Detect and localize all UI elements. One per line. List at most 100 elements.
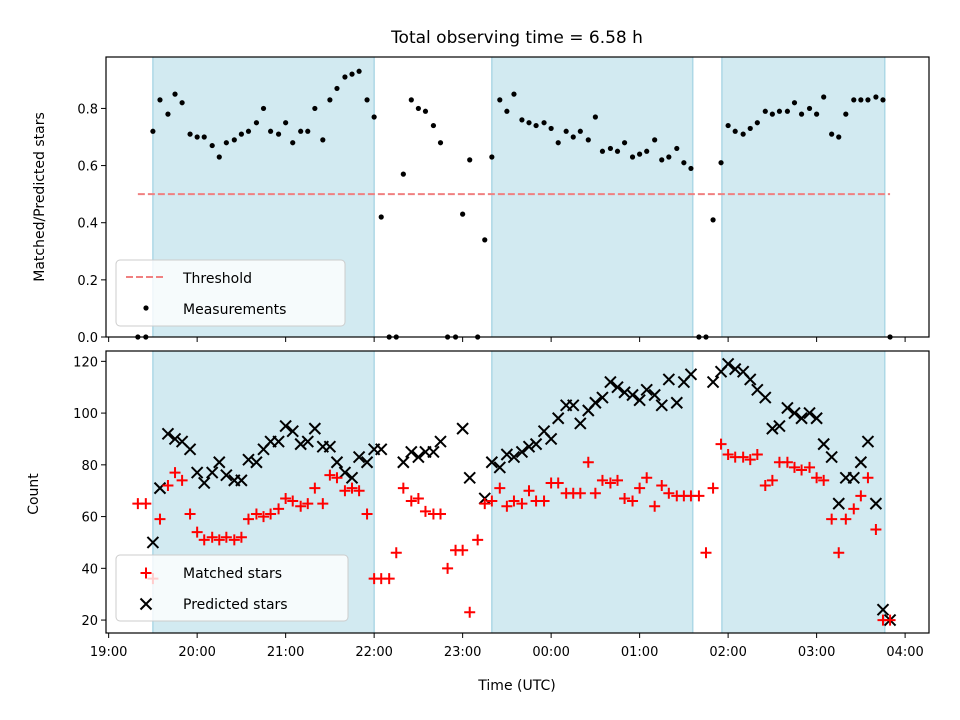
- measurement-point: [681, 160, 687, 166]
- predicted-star-marker: [825, 450, 838, 464]
- measurement-point: [533, 122, 539, 129]
- measurement-point: [652, 137, 658, 143]
- matched-star-marker: [700, 547, 712, 559]
- matched-star-marker: [220, 531, 232, 543]
- predicted-star-marker: [434, 435, 447, 448]
- predicted-star-marker: [552, 412, 565, 425]
- measurement-point: [865, 97, 871, 103]
- matched-star-marker: [715, 438, 727, 450]
- x-tick-label: 23:00: [444, 645, 481, 660]
- matched-star-marker: [508, 495, 520, 507]
- measurement-point: [260, 105, 267, 112]
- predicted-star-marker: [574, 417, 587, 430]
- matched-star-marker: [826, 513, 838, 525]
- legend-threshold-label: Threshold: [182, 271, 252, 287]
- matched-star-marker: [523, 485, 535, 497]
- predicted-star-marker: [323, 440, 337, 453]
- matched-star-marker: [656, 480, 668, 492]
- measurement-point: [245, 128, 252, 134]
- measurement-point: [732, 128, 738, 134]
- measurement-point: [725, 122, 731, 129]
- matched-star-marker: [722, 448, 734, 460]
- top-y-tick-label: 0.8: [77, 102, 98, 117]
- measurement-point: [201, 134, 207, 140]
- measurement-point: [504, 108, 510, 114]
- predicted-star-marker: [286, 424, 299, 438]
- measurement-point: [437, 140, 444, 146]
- predicted-star-marker: [242, 453, 255, 466]
- measurement-point: [555, 140, 561, 146]
- predicted-star-marker: [352, 450, 366, 464]
- predicted-star-marker: [766, 422, 779, 435]
- measurement-point: [563, 128, 569, 134]
- predicted-star-marker: [463, 471, 476, 484]
- predicted-star-marker: [345, 471, 359, 484]
- top-y-axis-label: Matched/Predicted stars: [32, 112, 48, 282]
- measurement-point: [614, 148, 621, 154]
- predicted-star-marker: [604, 375, 617, 389]
- matched-star-marker: [589, 487, 601, 499]
- measurement-point: [460, 211, 466, 217]
- measurement-point: [798, 111, 805, 117]
- matched-star-marker: [788, 461, 800, 473]
- x-tick-label: 01:00: [621, 645, 658, 660]
- measurement-point: [187, 131, 193, 137]
- top-shaded-band: [721, 57, 885, 337]
- matched-star-marker: [818, 474, 830, 486]
- predicted-star-marker: [596, 391, 609, 404]
- measurement-point: [762, 108, 768, 114]
- predicted-star-marker: [183, 443, 197, 456]
- predicted-star-marker: [626, 388, 639, 402]
- matched-star-marker: [804, 461, 816, 473]
- matched-star-marker: [169, 467, 181, 479]
- predicted-star-marker: [522, 440, 536, 453]
- predicted-star-marker: [773, 419, 786, 433]
- measurement-point: [511, 91, 517, 97]
- legend-box: [115, 259, 346, 327]
- bottom-shaded-band: [491, 351, 693, 633]
- predicted-star-marker: [529, 437, 543, 451]
- predicted-star-marker: [618, 386, 631, 399]
- matched-star-marker: [781, 456, 793, 468]
- measurement-point: [320, 137, 326, 143]
- predicted-star-marker: [507, 450, 521, 464]
- bottom-y-tick-label: 120: [73, 355, 98, 370]
- matched-star-marker: [140, 498, 152, 510]
- measurement-point: [776, 108, 783, 114]
- predicted-star-marker: [869, 497, 883, 510]
- top-shaded-band: [491, 57, 693, 337]
- matched-star-marker: [855, 490, 867, 502]
- measurement-point: [688, 165, 694, 172]
- measurement-point: [334, 85, 340, 92]
- matched-star-marker: [649, 500, 661, 512]
- legend-predicted-swatch: [139, 597, 153, 611]
- predicted-star-marker: [161, 427, 175, 440]
- matched-star-marker: [287, 495, 299, 507]
- measurement-point: [497, 97, 503, 103]
- predicted-star-marker: [294, 437, 307, 451]
- measurement-point: [356, 68, 362, 74]
- predicted-star-marker: [684, 368, 698, 381]
- measurement-point: [268, 128, 274, 134]
- predicted-star-marker: [611, 381, 624, 394]
- measurement-point: [223, 140, 229, 146]
- matched-star-marker: [242, 513, 254, 525]
- chart-title: Total observing time = 6.58 h: [390, 28, 643, 48]
- matched-star-marker: [751, 448, 763, 460]
- matched-star-marker: [759, 480, 771, 492]
- matched-star-marker: [582, 456, 594, 468]
- predicted-star-marker: [876, 603, 890, 616]
- predicted-star-marker: [405, 445, 418, 459]
- x-tick-label: 02:00: [709, 645, 746, 660]
- matched-star-marker: [833, 547, 845, 559]
- measurement-point: [607, 145, 614, 152]
- predicted-star-marker: [795, 412, 808, 425]
- bottom-shaded-band: [721, 351, 885, 633]
- matched-star-marker: [486, 495, 498, 507]
- predicted-star-marker: [375, 443, 388, 456]
- predicted-star-marker: [670, 396, 683, 409]
- predicted-star-marker: [861, 435, 875, 448]
- matched-star-marker: [464, 606, 476, 618]
- legend-predicted-label: Predicted stars: [183, 597, 288, 613]
- predicted-star-marker: [832, 497, 845, 510]
